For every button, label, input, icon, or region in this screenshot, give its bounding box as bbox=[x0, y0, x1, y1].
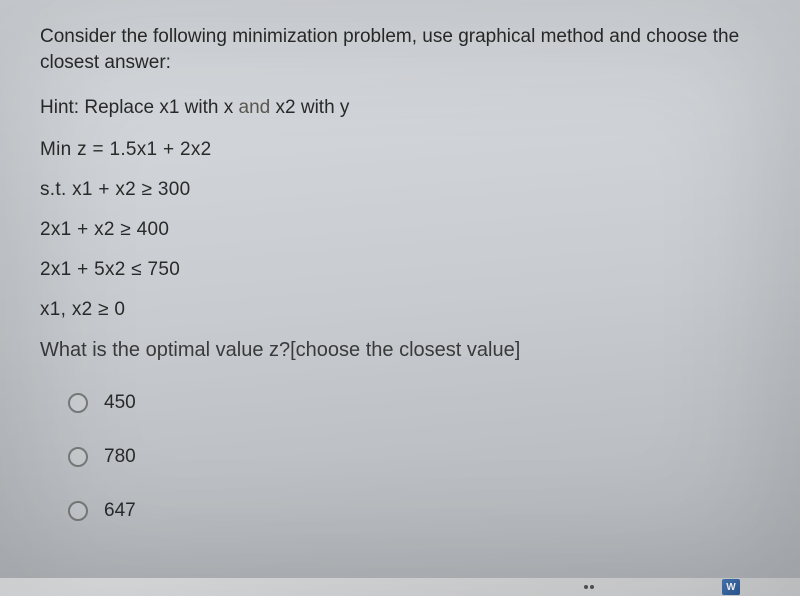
final-question: What is the optimal value z?[choose the … bbox=[40, 339, 760, 362]
word-app-icon[interactable]: W bbox=[722, 579, 740, 595]
option-780[interactable]: 780 bbox=[68, 446, 760, 468]
constraint-4: x1, x2 ≥ 0 bbox=[40, 299, 760, 321]
hint-text: Hint: Replace x1 with x and x2 with y bbox=[40, 97, 760, 119]
constraint-3: 2x1 + 5x2 ≤ 750 bbox=[40, 259, 760, 281]
taskbar: W bbox=[0, 578, 800, 596]
hint-suffix: x2 with y bbox=[270, 97, 349, 118]
options-group: 450 780 647 bbox=[68, 392, 760, 522]
option-label: 647 bbox=[104, 500, 136, 522]
constraint-2: 2x1 + x2 ≥ 400 bbox=[40, 219, 760, 241]
option-450[interactable]: 450 bbox=[68, 392, 760, 414]
radio-button-icon bbox=[68, 447, 88, 467]
constraint-1: s.t. x1 + x2 ≥ 300 bbox=[40, 179, 760, 201]
question-line-2: closest answer: bbox=[40, 52, 171, 73]
question-intro: Consider the following minimization prob… bbox=[40, 24, 760, 75]
option-label: 450 bbox=[104, 392, 136, 414]
taskbar-indicator-icon bbox=[584, 585, 594, 589]
word-icon-label: W bbox=[726, 582, 735, 593]
hint-and: and bbox=[239, 97, 271, 118]
radio-button-icon bbox=[68, 501, 88, 521]
option-label: 780 bbox=[104, 446, 136, 468]
question-line-1: Consider the following minimization prob… bbox=[40, 26, 739, 47]
objective-function: Min z = 1.5x1 + 2x2 bbox=[40, 139, 760, 161]
hint-prefix: Hint: Replace x1 with x bbox=[40, 97, 239, 118]
radio-button-icon bbox=[68, 393, 88, 413]
option-647[interactable]: 647 bbox=[68, 500, 760, 522]
